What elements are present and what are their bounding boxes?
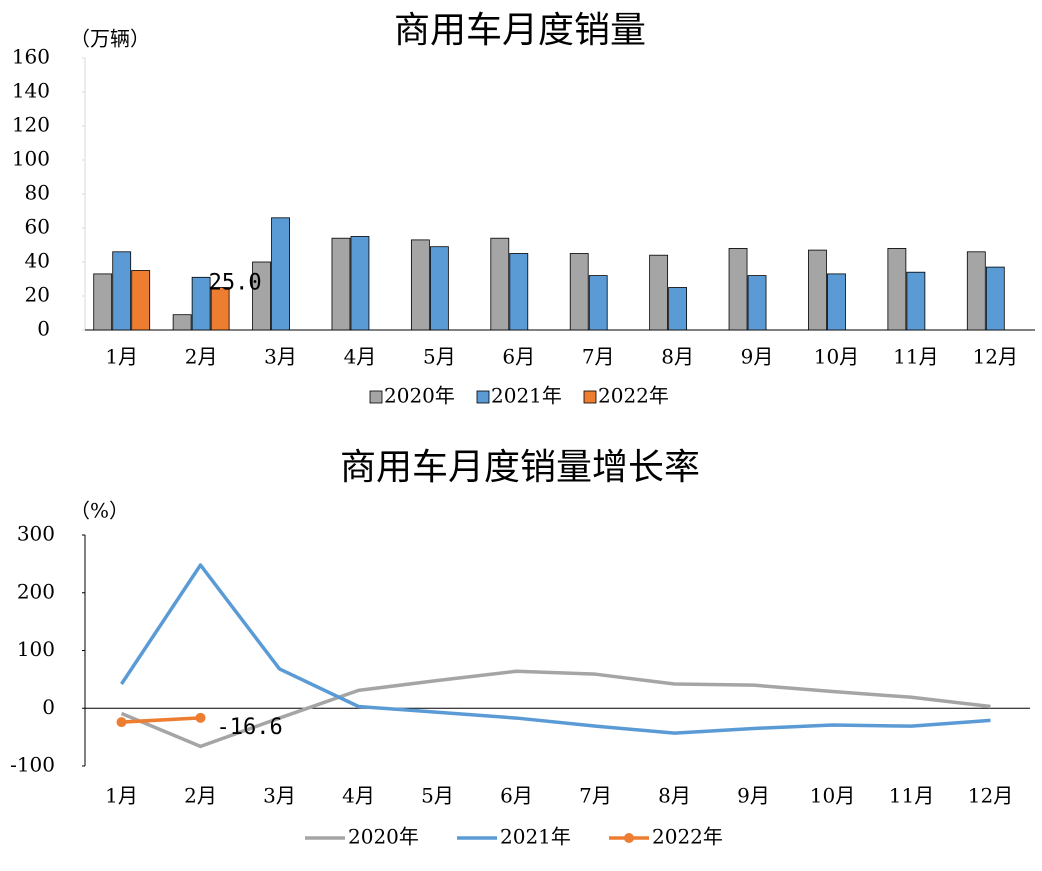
x-tick-label: 9月 [737,784,770,808]
bar [966,251,986,331]
legend-label: 2021年 [500,825,571,849]
y-tick-label: 0 [37,317,50,341]
x-tick-label: 9月 [741,345,774,369]
x-tick-label: 10月 [810,784,855,808]
bar [210,287,230,331]
x-tick-label: 1月 [105,784,138,808]
bar [350,236,370,331]
x-tick-label: 5月 [421,784,454,808]
x-tick-label: 7月 [579,784,612,808]
line [121,716,201,724]
bar [747,275,767,331]
x-tick-label: 6月 [500,784,533,808]
bar [887,247,907,331]
bar [191,276,211,331]
x-tick-label: 11月 [893,345,938,369]
x-tick-label: 6月 [502,345,535,369]
bar [728,247,748,331]
y-tick-label: 100 [17,637,55,661]
bar [331,237,351,331]
chart-title: 商用车月度销量 [394,10,646,51]
x-tick-label: 8月 [658,784,691,808]
chart-title: 商用车月度销量增长率 [340,447,700,488]
y-tick-label: 80 [25,181,50,205]
line [120,563,991,735]
y-tick-label: 0 [42,695,55,719]
x-tick-label: 2月 [184,784,217,808]
y-tick-label: 160 [12,45,50,69]
x-tick-label: 1月 [105,345,138,369]
value-label: -16.6 [217,715,283,740]
x-tick-label: 3月 [264,345,297,369]
bar [271,217,290,331]
x-tick-label: 10月 [814,345,859,369]
bar [410,239,430,331]
x-tick-label: 4月 [344,345,377,369]
value-label: 25.0 [209,271,262,296]
bar [985,266,1005,331]
bar [509,253,529,331]
legend-label: 2020年 [348,825,419,849]
y-tick-label: 300 [17,522,55,546]
x-tick-label: 7月 [582,345,615,369]
bar [827,273,846,331]
legend-swatch [369,390,383,404]
x-tick-label: 12月 [973,345,1018,369]
bar [588,275,608,331]
bar [112,251,132,331]
y-tick-label: 20 [25,283,50,307]
x-tick-label: 5月 [423,345,456,369]
legend-swatch [476,390,490,404]
y-axis-label: （%） [70,499,129,523]
bar [569,253,589,331]
marker [116,717,127,728]
x-tick-label: 3月 [263,784,296,808]
legend-marker [624,833,634,843]
y-tick-label: 40 [25,249,50,273]
y-tick-label: -100 [10,753,55,777]
x-tick-label: 12月 [968,784,1013,808]
x-tick-label: 8月 [661,345,694,369]
legend-swatch [583,390,597,404]
bar [429,246,449,331]
bar [906,271,926,331]
x-tick-label: 4月 [342,784,375,808]
line [120,669,991,749]
y-tick-label: 200 [17,579,55,603]
bar [649,254,669,331]
y-axis-label: （万辆） [70,27,150,51]
y-tick-label: 60 [25,215,50,239]
legend-label: 2020年 [384,384,455,408]
bar [131,270,151,331]
legend-label: 2021年 [491,384,562,408]
legend-label: 2022年 [652,825,723,849]
y-tick-label: 100 [12,147,50,171]
x-tick-label: 11月 [889,784,934,808]
bar [93,273,113,331]
bar [172,314,192,331]
x-tick-label: 2月 [185,345,218,369]
legend-label: 2022年 [598,384,669,408]
y-tick-label: 140 [12,79,50,103]
bar [490,237,510,331]
bar [252,261,271,331]
y-tick-label: 120 [12,113,50,137]
marker [195,712,206,723]
bar [808,249,827,331]
bar [668,287,688,331]
